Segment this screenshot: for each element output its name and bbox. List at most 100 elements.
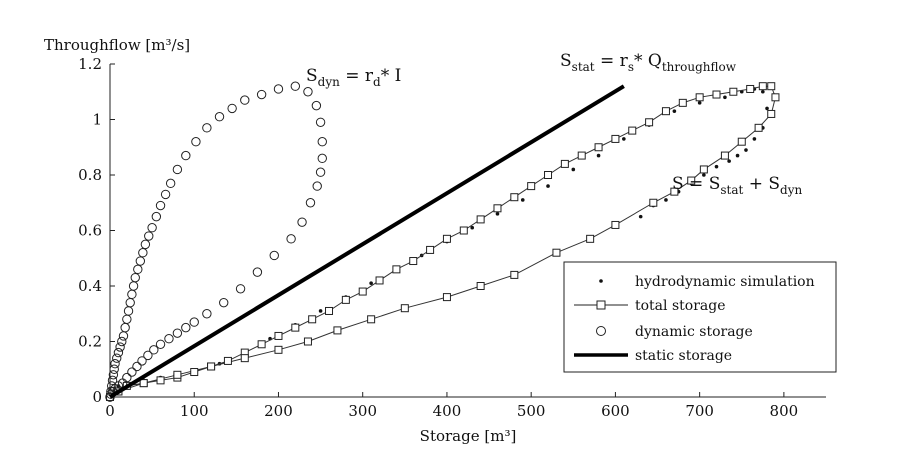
total-storage-point	[476, 282, 485, 290]
hydrodynamic-point	[546, 184, 550, 188]
legend-square-marker	[596, 300, 606, 310]
dynamic-storage-point	[317, 137, 327, 147]
total-storage-point	[358, 287, 367, 296]
legend-circle-marker	[596, 326, 606, 336]
dynamic-storage-point	[240, 95, 250, 105]
dynamic-storage-point	[135, 256, 146, 266]
total-storage-point	[223, 356, 232, 365]
total-storage-point	[400, 304, 409, 313]
legend-dot-marker	[599, 279, 603, 283]
x-tick-label: 700	[685, 402, 714, 420]
total-storage-point	[190, 368, 199, 377]
dynamic-storage-point	[227, 103, 237, 114]
total-storage-point	[207, 362, 216, 371]
dynamic-storage-point	[297, 217, 307, 227]
total-storage-point	[771, 93, 780, 102]
hydrodynamic-point	[761, 89, 765, 94]
x-tick-label: 200	[264, 402, 293, 420]
dynamic-storage-point	[181, 150, 191, 161]
total-storage-point	[510, 270, 519, 279]
annotation-sdyn: Sdyn = rd* I	[306, 66, 401, 89]
dynamic-storage-point	[108, 370, 119, 380]
dynamic-storage-point	[252, 267, 263, 277]
dynamic-storage-point	[235, 284, 246, 294]
dynamic-storage-point	[311, 100, 322, 111]
hydrodynamic-point	[714, 164, 719, 169]
legend-label-hydrodynamic: hydrodynamic simulation	[635, 274, 815, 290]
hydrodynamic-point	[735, 153, 740, 158]
dynamic-storage-point	[120, 322, 130, 333]
total-storage-point	[274, 345, 283, 354]
annotation-sstat: Sstat = rs* Qthroughflow	[560, 51, 737, 74]
dynamic-storage-point	[144, 231, 154, 241]
dynamic-storage-point	[172, 328, 183, 338]
total-storage-point	[527, 182, 536, 191]
dynamic-storage-point	[137, 356, 147, 366]
dynamic-storage-point	[133, 264, 143, 275]
dynamic-storage-point	[140, 239, 151, 250]
dynamic-storage-point	[149, 345, 159, 355]
dynamic-storage-point	[189, 317, 199, 327]
legend-label-static: static storage	[635, 348, 732, 364]
hydrodynamic-point	[596, 153, 601, 158]
total-storage-point	[552, 248, 561, 257]
x-tick-label: 600	[601, 402, 630, 420]
dynamic-storage-point	[117, 336, 127, 347]
total-storage-point	[712, 90, 721, 99]
dynamic-storage-point	[160, 189, 171, 200]
tick-labels: 0 100 200 300 400 500 600 700 800 0 0.2 0.4 0.6 0.8 1 1…	[78, 55, 798, 420]
total-storage-point	[257, 340, 266, 349]
total-storage-point	[156, 376, 165, 385]
x-tick-label: 100	[180, 402, 209, 420]
dynamic-storage-point	[105, 392, 115, 402]
total-storage-point	[699, 165, 708, 174]
x-tick-label: 800	[770, 402, 799, 420]
total-storage-point	[729, 87, 738, 96]
x-tick-label: 300	[348, 402, 377, 420]
y-tick-label: 0.2	[78, 333, 102, 351]
dynamic-storage-point	[269, 250, 279, 261]
y-tick-label: 0	[92, 388, 102, 406]
dynamic-storage-point	[172, 164, 183, 175]
hydrodynamic-point	[622, 137, 626, 141]
dynamic-storage-point	[125, 297, 135, 308]
dynamic-storage-point	[130, 272, 140, 283]
dynamic-storage-point	[143, 350, 153, 361]
hydrodynamic-point	[571, 167, 576, 172]
total-storage-point	[510, 193, 519, 202]
total-storage-point	[661, 107, 670, 116]
series-layer	[105, 81, 780, 402]
dynamic-storage-point	[273, 84, 284, 94]
x-tick-label: 0	[105, 402, 115, 420]
annotation-stotal: S = Sstat + Sdyn	[672, 174, 802, 197]
total-storage-point	[720, 151, 729, 160]
x-axis-label: Storage [m³]	[420, 427, 517, 445]
total-storage-point	[670, 187, 679, 196]
total-storage-point	[695, 93, 704, 102]
dynamic-storage-point	[290, 81, 301, 91]
total-storage-point	[678, 98, 687, 107]
y-tick-label: 1.2	[78, 55, 102, 73]
dynamic-storage-point	[312, 181, 322, 191]
hydrodynamic-point	[752, 137, 757, 141]
hydrodynamic-point	[765, 106, 769, 111]
total-storage-point	[544, 171, 553, 179]
dynamic-storage-point	[128, 281, 139, 291]
total-storage-point	[586, 234, 595, 243]
hydrodynamic-point	[664, 198, 668, 202]
hydrodynamic-point	[638, 214, 643, 219]
total-storage-point	[274, 331, 283, 340]
y-tick-label: 0.8	[78, 166, 102, 184]
dynamic-storage-point	[165, 178, 176, 189]
hydrodynamic-point	[495, 212, 500, 216]
dynamic-storage-point	[155, 200, 166, 211]
y-tick-label: 1	[92, 111, 102, 129]
hydrodynamic-point	[702, 173, 706, 177]
total-storage-point	[754, 123, 763, 132]
total-storage-point	[442, 234, 451, 243]
total-storage-point	[392, 265, 401, 274]
total-storage-point	[476, 215, 485, 224]
dynamic-storage-point	[317, 153, 327, 164]
total-storage-point	[767, 82, 776, 91]
total-storage-point	[139, 379, 148, 388]
